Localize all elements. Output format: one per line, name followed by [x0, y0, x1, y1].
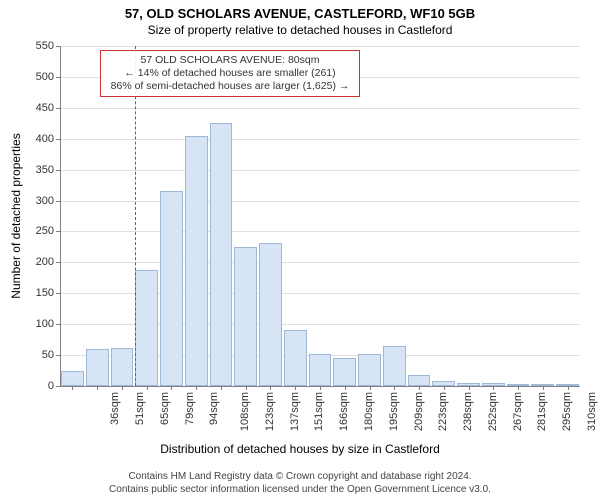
- bar: [358, 354, 381, 386]
- annotation-box: 57 OLD SCHOLARS AVENUE: 80sqm← 14% of de…: [100, 50, 360, 97]
- bar: [86, 349, 109, 386]
- x-axis: [60, 386, 580, 387]
- bar: [61, 371, 84, 386]
- y-tick-label: 100: [14, 318, 54, 330]
- bar: [259, 243, 282, 386]
- bar: [210, 123, 233, 386]
- x-axis-label: Distribution of detached houses by size …: [0, 442, 600, 456]
- anno-line-2: ← 14% of detached houses are smaller (26…: [107, 67, 353, 80]
- x-tick-label: 108sqm: [239, 392, 251, 431]
- x-tick-label: 166sqm: [338, 392, 350, 431]
- y-tick-label: 450: [14, 102, 54, 114]
- x-tick-label: 209sqm: [413, 392, 425, 431]
- grid-line: [60, 46, 580, 47]
- bar: [284, 330, 307, 386]
- x-tick-label: 94sqm: [208, 392, 220, 425]
- anno-line-1: 57 OLD SCHOLARS AVENUE: 80sqm: [107, 54, 353, 67]
- x-tick-label: 36sqm: [109, 392, 121, 425]
- anno-line-3: 86% of semi-detached houses are larger (…: [107, 80, 353, 93]
- x-tick-label: 267sqm: [512, 392, 524, 431]
- x-tick-label: 79sqm: [184, 392, 196, 425]
- bar: [309, 354, 332, 386]
- bar: [185, 136, 208, 386]
- grid-line: [60, 231, 580, 232]
- x-tick-label: 180sqm: [363, 392, 375, 431]
- grid-line: [60, 139, 580, 140]
- bar: [383, 346, 406, 386]
- x-tick-label: 223sqm: [437, 392, 449, 431]
- bar: [111, 348, 134, 386]
- chart-title: 57, OLD SCHOLARS AVENUE, CASTLEFORD, WF1…: [0, 0, 600, 21]
- bar: [333, 358, 356, 386]
- x-tick-label: 51sqm: [134, 392, 146, 425]
- bar: [135, 270, 158, 386]
- bar: [234, 247, 257, 386]
- y-tick-label: 550: [14, 40, 54, 52]
- x-tick-label: 151sqm: [314, 392, 326, 431]
- x-tick-label: 238sqm: [462, 392, 474, 431]
- grid-line: [60, 108, 580, 109]
- y-tick-label: 500: [14, 71, 54, 83]
- x-tick-label: 123sqm: [264, 392, 276, 431]
- x-tick-label: 137sqm: [289, 392, 301, 431]
- footer-line-1: Contains HM Land Registry data © Crown c…: [0, 470, 600, 483]
- x-tick-label: 252sqm: [487, 392, 499, 431]
- grid-line: [60, 201, 580, 202]
- bar: [160, 191, 183, 386]
- y-tick-label: 50: [14, 349, 54, 361]
- x-tick-label: 295sqm: [561, 392, 573, 431]
- chart-footer: Contains HM Land Registry data © Crown c…: [0, 470, 600, 496]
- plot-area: 05010015020025030035040045050055036sqm51…: [60, 46, 580, 386]
- x-tick-label: 281sqm: [536, 392, 548, 431]
- grid-line: [60, 262, 580, 263]
- x-tick-label: 310sqm: [586, 392, 598, 431]
- y-axis-label: Number of detached properties: [9, 133, 23, 298]
- y-tick-label: 0: [14, 380, 54, 392]
- chart-container: 57, OLD SCHOLARS AVENUE, CASTLEFORD, WF1…: [0, 0, 600, 500]
- bar: [408, 375, 431, 386]
- y-axis: [60, 46, 61, 386]
- footer-line-2: Contains public sector information licen…: [0, 483, 600, 496]
- grid-line: [60, 170, 580, 171]
- x-tick-label: 195sqm: [388, 392, 400, 431]
- chart-subtitle: Size of property relative to detached ho…: [0, 21, 600, 39]
- x-tick-label: 65sqm: [159, 392, 171, 425]
